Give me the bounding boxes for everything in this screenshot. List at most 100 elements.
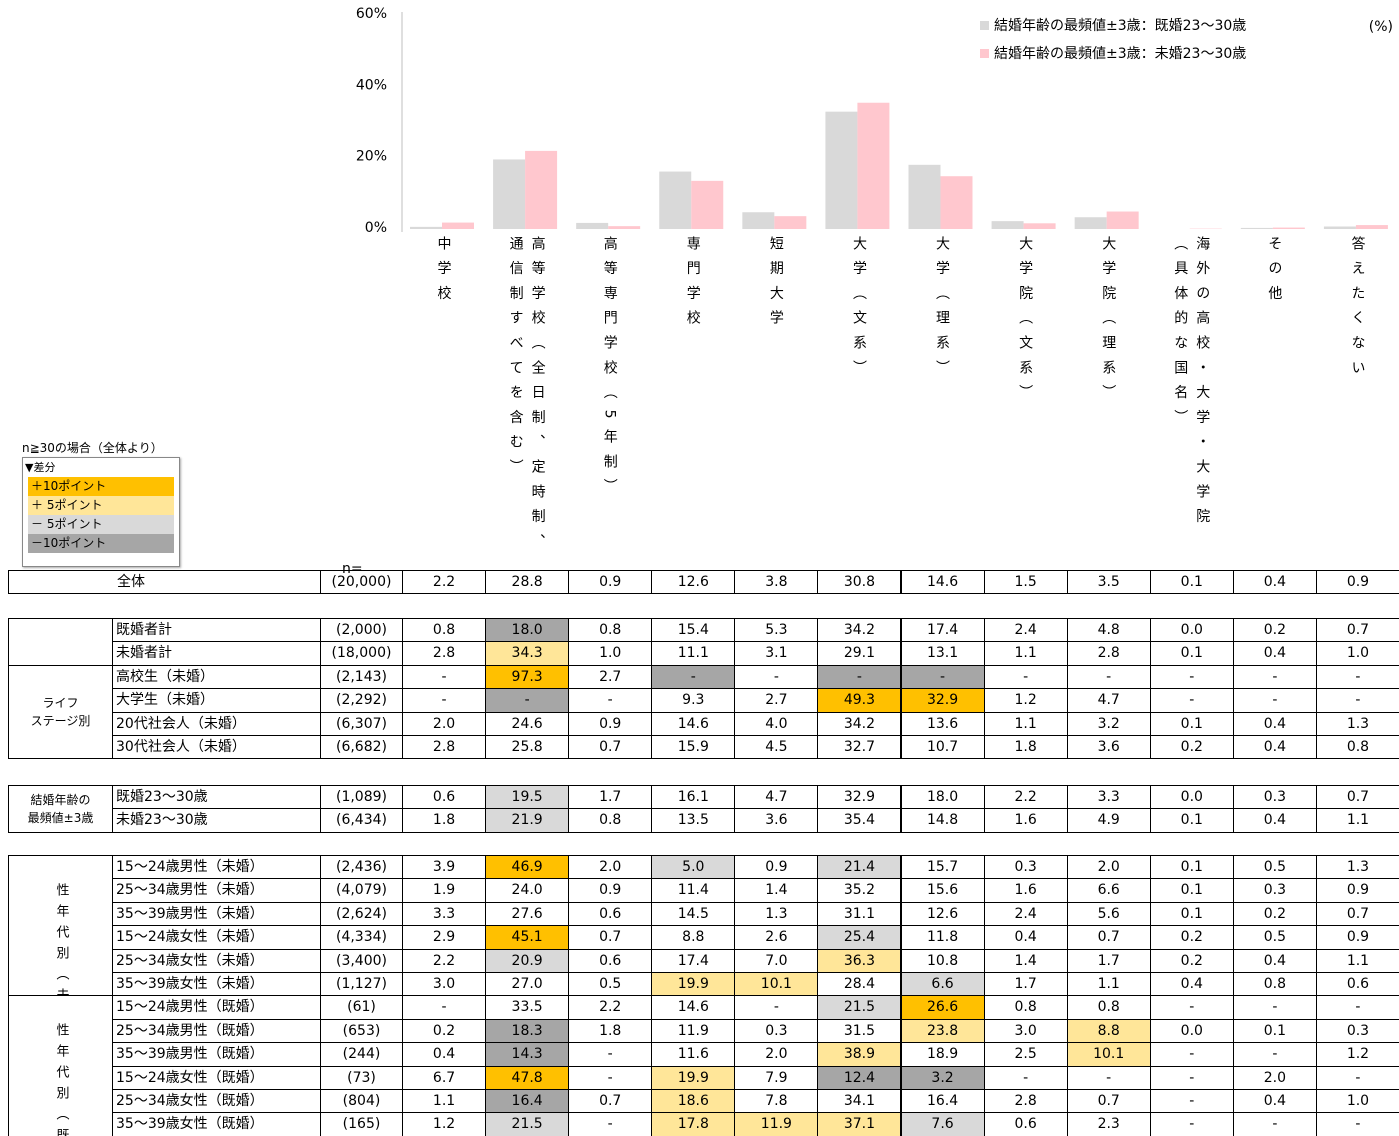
row-label: 25〜34歳男性（未婚）	[112, 878, 321, 903]
data-cell: -	[402, 995, 487, 1020]
category-box: 大学院（理系）	[1067, 236, 1150, 561]
data-cell: 0.1	[1149, 711, 1234, 736]
row-label: 20代社会人（未婚）	[112, 711, 321, 736]
data-cell: 1.6	[983, 878, 1068, 903]
data-cell: 47.8	[485, 1065, 570, 1090]
group-cell: 結婚年齢の 最頻値±3歳	[8, 785, 113, 833]
data-cell: 4.7	[1066, 688, 1151, 713]
data-cell: 16.1	[651, 785, 736, 810]
data-cell: 2.3	[1066, 1112, 1151, 1136]
data-cell: 18.9	[900, 1042, 985, 1067]
data-cell: 0.7	[1066, 1089, 1151, 1114]
category-label: 短期大学	[767, 236, 784, 336]
data-cell: 0.2	[1232, 618, 1317, 643]
row-label: 35〜39歳男性（既婚）	[112, 1042, 321, 1067]
category-box: 高等専門学校（5年制）	[568, 236, 651, 561]
data-cell: -	[485, 688, 570, 713]
data-cell: 8.8	[1066, 1018, 1151, 1044]
category-box: 大学（文系）	[817, 236, 900, 561]
data-cell: 0.2	[1149, 735, 1234, 760]
n-cell: (6,434)	[320, 808, 403, 833]
category-label: 高等学校（全日制、定時制、通信制すべてを含む）	[507, 236, 546, 559]
data-cell: 0.1	[1149, 901, 1234, 927]
bar	[442, 222, 474, 229]
data-cell: 1.1	[402, 1089, 487, 1114]
data-cell: 0.8	[983, 995, 1068, 1020]
data-cell: 0.4	[1232, 641, 1317, 666]
data-cell: -	[402, 664, 487, 690]
data-cell: 1.6	[983, 808, 1068, 833]
row-label: 大学生（未婚）	[112, 688, 321, 713]
data-cell: 0.2	[1149, 925, 1234, 950]
group-label: 性年代別（未婚）	[53, 882, 69, 997]
data-cell: 7.9	[734, 1065, 819, 1090]
data-cell: 12.6	[900, 901, 985, 927]
data-cell: 0.3	[1232, 878, 1317, 903]
legend-label: 結婚年齢の最頻値±3歳：未婚23〜30歳	[994, 46, 1246, 62]
data-cell: 4.8	[1066, 618, 1151, 643]
bar	[1323, 226, 1356, 229]
bar	[1074, 217, 1107, 229]
data-cell: 0.1	[1149, 878, 1234, 903]
data-cell: 1.0	[568, 641, 653, 666]
data-cell: 2.9	[402, 925, 487, 950]
data-cell: 0.8	[1066, 995, 1151, 1020]
data-cell: 7.0	[734, 948, 819, 973]
n-cell: (4,334)	[320, 925, 403, 950]
n-cell: (2,292)	[320, 688, 403, 713]
data-cell: 1.7	[983, 972, 1068, 997]
data-cell: -	[1232, 664, 1317, 690]
data-cell: 21.9	[485, 808, 570, 833]
data-cell: 0.6	[402, 785, 487, 810]
bar	[493, 159, 526, 229]
group-cell: ライフ ステージ別	[8, 664, 113, 760]
legend-box-item: －10ポイント	[28, 534, 174, 553]
data-cell: -	[734, 664, 819, 690]
n-cell: (165)	[320, 1112, 403, 1136]
data-cell: 16.4	[900, 1089, 985, 1114]
data-cell: 1.8	[983, 735, 1068, 760]
data-cell: -	[1149, 1112, 1234, 1136]
data-cell: 18.0	[900, 785, 985, 810]
data-cell: 1.3	[734, 901, 819, 927]
n-cell: (804)	[320, 1089, 403, 1114]
legend-swatch	[980, 49, 989, 58]
data-cell: -	[1232, 995, 1317, 1020]
data-cell: 1.2	[402, 1112, 487, 1136]
data-cell: 2.0	[1232, 1065, 1317, 1090]
data-cell: 14.6	[651, 711, 736, 736]
data-cell: 4.7	[734, 785, 819, 810]
bar	[1240, 227, 1273, 229]
data-cell: 0.2	[1149, 948, 1234, 973]
data-cell: 2.8	[402, 641, 487, 666]
data-cell: -	[1315, 688, 1399, 713]
data-cell: 0.9	[568, 711, 653, 736]
data-cell: 7.6	[900, 1112, 985, 1136]
data-cell: 0.6	[568, 901, 653, 927]
data-cell: 3.1	[734, 641, 819, 666]
bar	[991, 221, 1024, 229]
category-box: 答えたくない	[1316, 236, 1399, 561]
n-cell: (1,127)	[320, 972, 403, 997]
row-label: 未婚者計	[112, 641, 321, 666]
n-cell: (244)	[320, 1042, 403, 1067]
y-tick-label: 0%	[365, 220, 387, 236]
data-cell: 10.7	[900, 735, 985, 760]
data-cell: 14.6	[900, 570, 985, 595]
data-cell: 0.4	[983, 925, 1068, 950]
data-cell: 1.1	[1066, 972, 1151, 997]
legend-box	[22, 457, 180, 567]
data-cell: 15.4	[651, 618, 736, 643]
data-cell: 14.3	[485, 1042, 570, 1067]
data-cell: 7.8	[734, 1089, 819, 1114]
data-cell: 1.1	[983, 641, 1068, 666]
legend-label: 結婚年齢の最頻値±3歳：既婚23〜30歳	[994, 18, 1246, 34]
data-cell: 15.6	[900, 878, 985, 903]
data-cell: -	[1066, 664, 1151, 690]
data-cell: -	[1149, 1089, 1234, 1114]
data-cell: 32.9	[900, 688, 985, 713]
bar	[1272, 227, 1305, 229]
data-cell: 35.4	[817, 808, 902, 833]
category-label: 中学校	[435, 236, 452, 311]
data-cell: 31.1	[817, 901, 902, 927]
